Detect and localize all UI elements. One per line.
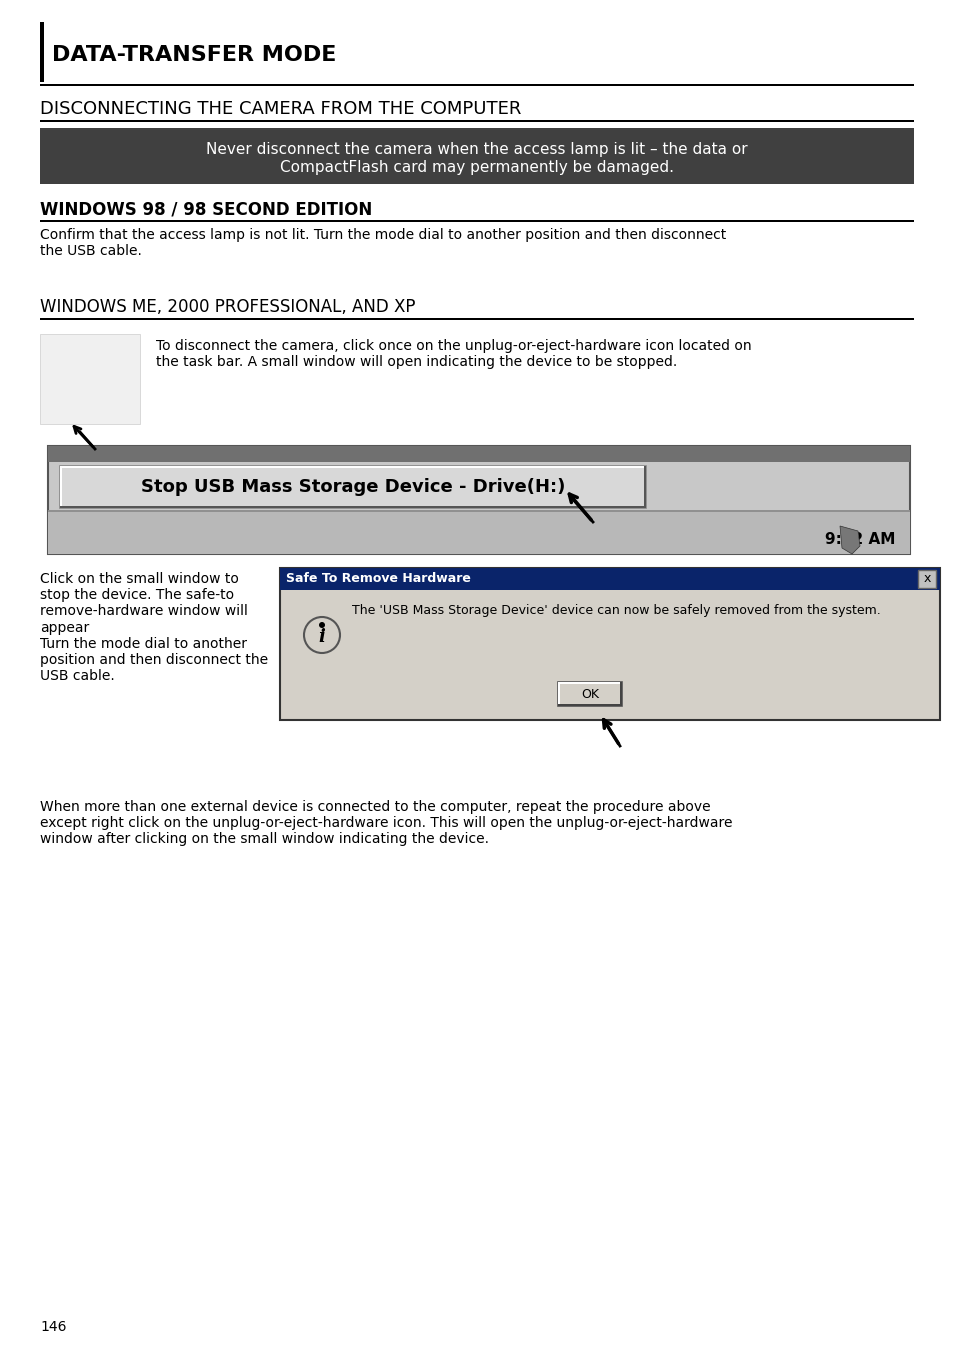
Text: OK: OK (580, 688, 598, 700)
Bar (60, 466, 645, 508)
Text: When more than one external device is connected to the computer, repeat the proc: When more than one external device is co… (40, 800, 732, 846)
Bar (60, 506, 645, 508)
Text: Click on the small window to
stop the device. The safe-to
remove-hardware window: Click on the small window to stop the de… (40, 572, 268, 683)
Polygon shape (50, 343, 115, 399)
Bar (40, 334, 140, 425)
Text: DATA-TRANSFER MODE: DATA-TRANSFER MODE (52, 45, 336, 65)
Text: To disconnect the camera, click once on the unplug-or-eject-hardware icon locate: To disconnect the camera, click once on … (156, 339, 751, 369)
Bar (558, 681, 621, 684)
Text: i: i (318, 627, 325, 646)
Bar (40, 120, 913, 122)
Text: Stop USB Mass Storage Device - Drive(H:): Stop USB Mass Storage Device - Drive(H:) (141, 479, 564, 496)
Polygon shape (55, 389, 75, 416)
Text: WINDOWS ME, 2000 PROFESSIONAL, AND XP: WINDOWS ME, 2000 PROFESSIONAL, AND XP (40, 297, 416, 316)
Circle shape (318, 622, 325, 627)
Text: CompactFlash card may permanently be damaged.: CompactFlash card may permanently be dam… (280, 160, 673, 174)
Bar (40, 128, 913, 184)
Polygon shape (840, 526, 859, 554)
Bar (48, 446, 909, 554)
Bar (40, 84, 913, 87)
Bar (558, 681, 621, 706)
Text: DISCONNECTING THE CAMERA FROM THE COMPUTER: DISCONNECTING THE CAMERA FROM THE COMPUT… (40, 100, 521, 118)
Bar (643, 466, 645, 508)
Text: The 'USB Mass Storage Device' device can now be safely removed from the system.: The 'USB Mass Storage Device' device can… (352, 604, 880, 617)
Bar (280, 568, 939, 721)
Text: WINDOWS 98 / 98 SECOND EDITION: WINDOWS 98 / 98 SECOND EDITION (40, 200, 372, 218)
Text: 146: 146 (40, 1320, 67, 1334)
Bar (619, 681, 621, 706)
Text: x: x (923, 572, 930, 585)
Bar (48, 446, 909, 462)
Bar (558, 681, 559, 706)
Bar (48, 510, 909, 512)
Bar (917, 571, 935, 588)
Text: Safe To Remove Hardware: Safe To Remove Hardware (286, 572, 471, 585)
Bar (60, 466, 62, 508)
Text: Never disconnect the camera when the access lamp is lit – the data or: Never disconnect the camera when the acc… (206, 142, 747, 157)
Bar (280, 568, 939, 589)
Circle shape (304, 617, 339, 653)
Text: Confirm that the access lamp is not lit. Turn the mode dial to another position : Confirm that the access lamp is not lit.… (40, 228, 725, 258)
Bar (40, 220, 913, 222)
Text: 9:52 AM: 9:52 AM (823, 531, 894, 548)
Bar (60, 466, 645, 468)
Bar (558, 704, 621, 706)
Bar (40, 22, 44, 82)
Bar (40, 318, 913, 319)
Bar (48, 512, 909, 554)
